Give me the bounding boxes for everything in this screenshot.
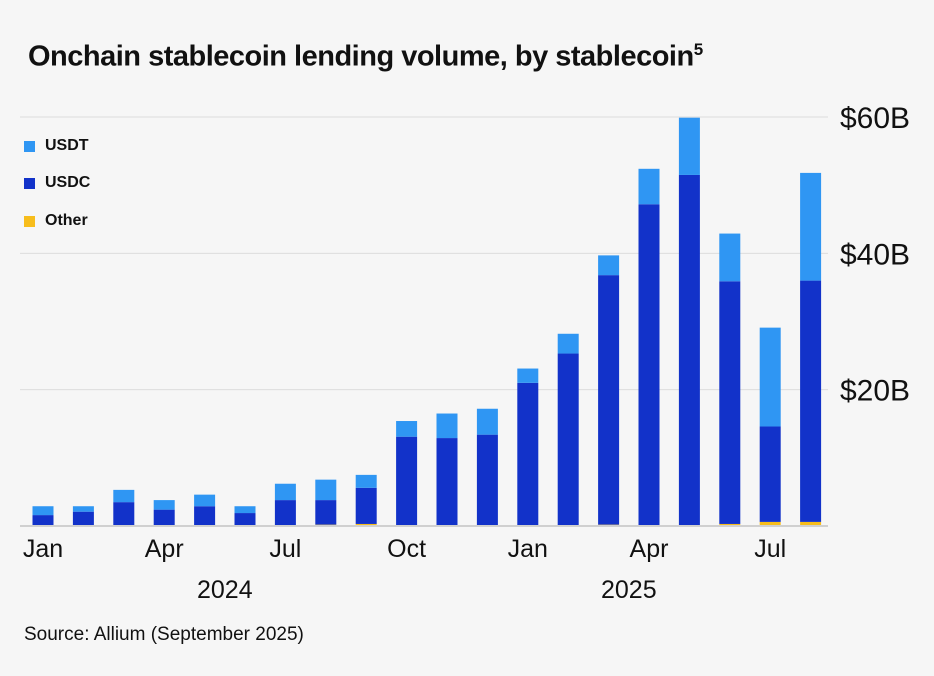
bar-other [759, 521, 781, 526]
bar-usdt [678, 117, 700, 175]
y-tick-label: $60B [840, 102, 910, 135]
x-tick-label: Jan [508, 535, 548, 563]
bar-usdc [234, 513, 256, 526]
bar-usdt [234, 506, 256, 514]
bar-usdc [113, 502, 135, 526]
bar-usdc [153, 509, 175, 526]
bar-usdt [355, 474, 377, 488]
bar-usdc [436, 438, 458, 526]
bar-usdt [719, 233, 741, 282]
bar-other [800, 521, 822, 526]
bar-usdt [557, 333, 579, 354]
title-footnote: 5 [693, 40, 703, 59]
bar-usdt [153, 500, 175, 510]
bar-usdc [638, 204, 660, 526]
bar-other [355, 523, 377, 526]
bar-usdc [598, 275, 620, 525]
bar-usdt [315, 479, 337, 501]
legend-item-usdc: USDC [24, 174, 90, 192]
bar-usdt [194, 494, 216, 507]
bar-usdt [113, 489, 135, 503]
bar-usdc [800, 280, 822, 522]
bar-usdc [72, 511, 94, 526]
bar-usdt [476, 408, 498, 435]
legend-item-usdt: USDT [24, 137, 89, 155]
x-tick-label: Jul [754, 535, 786, 563]
x-tick-label: Jan [23, 535, 63, 563]
year-label: 2025 [601, 576, 657, 604]
bar-usdt [598, 255, 620, 276]
bar-other [719, 523, 741, 526]
bar-usdt [436, 413, 458, 439]
year-label: 2024 [197, 576, 253, 604]
legend-item-other: Other [24, 212, 88, 230]
bar-usdc [274, 500, 296, 526]
legend-swatch-other [24, 215, 35, 227]
bar-usdc [194, 506, 216, 526]
legend-swatch-usdt [24, 140, 35, 152]
bar-usdc [32, 515, 54, 526]
bar-usdt [800, 172, 822, 281]
legend-swatch-usdc [24, 177, 35, 189]
bar-usdc [678, 174, 700, 526]
source-note: Source: Allium (September 2025) [24, 624, 304, 645]
bar-usdc [759, 426, 781, 522]
y-tick-label: $20B [840, 375, 910, 408]
y-tick-label: $40B [840, 238, 910, 271]
bar-usdc [476, 434, 498, 526]
bar-usdc [517, 382, 539, 526]
bar-usdc [396, 436, 418, 526]
bar-usdt [72, 506, 94, 512]
bar-usdt [274, 483, 296, 501]
x-tick-label: Oct [387, 535, 426, 563]
title-text: Onchain stablecoin lending volume, by st… [28, 40, 694, 73]
chart-title: Onchain stablecoin lending volume, by st… [28, 40, 703, 74]
bar-usdc [315, 500, 337, 525]
bar-usdt [517, 368, 539, 383]
bar-usdt [32, 506, 54, 516]
bar-usdc [557, 353, 579, 526]
bar-usdc [355, 487, 377, 524]
bar-usdt [638, 168, 660, 205]
x-tick-label: Apr [630, 535, 669, 563]
bar-usdt [396, 421, 418, 437]
x-tick-label: Apr [145, 535, 184, 563]
legend-label-usdc: USDC [45, 174, 91, 191]
bar-usdc [719, 281, 741, 524]
legend-label-usdt: USDT [45, 137, 89, 154]
x-tick-label: Jul [269, 535, 301, 563]
bar-usdt [759, 327, 781, 427]
legend-label-other: Other [45, 212, 88, 229]
